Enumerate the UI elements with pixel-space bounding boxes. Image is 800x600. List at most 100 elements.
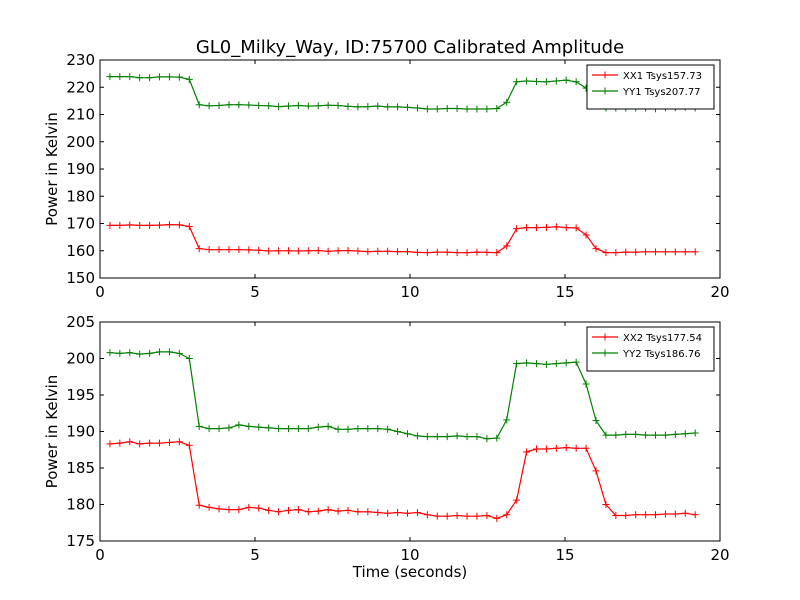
data-point <box>652 248 660 256</box>
data-point <box>314 102 322 110</box>
data-point <box>185 355 193 362</box>
data-point <box>463 512 471 520</box>
data-point <box>225 246 233 254</box>
data-point <box>235 101 243 109</box>
x-tick-label: 15 <box>555 283 574 301</box>
data-point <box>235 246 243 254</box>
data-point <box>394 509 402 517</box>
data-point <box>215 425 223 433</box>
data-point <box>384 509 392 517</box>
x-tick-label: 15 <box>555 546 574 564</box>
data-point <box>116 349 124 357</box>
legend-marker <box>601 349 609 357</box>
data-point <box>106 440 114 448</box>
data-point <box>582 444 590 452</box>
data-point <box>493 434 501 442</box>
data-point <box>691 429 699 437</box>
data-point <box>205 102 213 110</box>
data-point <box>483 511 491 519</box>
data-point <box>146 221 154 229</box>
data-point <box>146 439 154 447</box>
data-point <box>205 503 213 511</box>
data-point <box>453 511 461 519</box>
x-tick-label: 5 <box>250 546 260 564</box>
x-tick-label: 0 <box>95 546 105 564</box>
data-point <box>562 359 570 367</box>
y-axis-label: Power in Kelvin <box>43 375 61 489</box>
data-point <box>453 105 461 113</box>
y-axis-label: Power in Kelvin <box>43 112 61 226</box>
data-point <box>334 425 342 433</box>
data-point <box>443 248 451 256</box>
data-point <box>473 512 481 520</box>
data-point <box>195 501 203 509</box>
data-point <box>602 501 610 508</box>
data-point <box>334 507 342 515</box>
data-point <box>106 349 114 357</box>
y-tick-label: 190 <box>66 160 95 178</box>
data-point <box>423 105 431 113</box>
data-point <box>205 425 213 433</box>
data-point <box>493 249 501 257</box>
x-tick-label: 10 <box>400 283 419 301</box>
data-point <box>354 103 362 111</box>
data-point <box>334 247 342 255</box>
panels: 0 5 10 15 20150160170180190200210220230Power… <box>43 51 730 564</box>
data-point <box>165 221 173 229</box>
data-point <box>374 102 382 110</box>
data-point <box>304 247 312 255</box>
data-point <box>215 102 223 110</box>
data-point <box>532 78 540 86</box>
data-point <box>245 101 253 109</box>
data-point <box>661 510 669 518</box>
data-point <box>592 467 600 475</box>
data-point <box>126 73 134 81</box>
data-point <box>513 225 521 233</box>
data-point <box>265 247 273 255</box>
legend: XX2 Tsys177.54 YY2 Tsys186.76 <box>586 326 715 372</box>
y-tick-label: 175 <box>66 532 95 550</box>
legend-entry: YY2 Tsys186.76 <box>622 349 701 360</box>
plot-frame <box>99 59 721 279</box>
data-point <box>453 432 461 440</box>
data-point <box>423 249 431 257</box>
legend-entry: XX1 Tsys157.73 <box>623 71 702 82</box>
data-point <box>364 508 372 516</box>
data-point <box>344 425 352 433</box>
data-point <box>106 73 114 81</box>
data-point <box>364 248 372 256</box>
data-point <box>275 103 283 111</box>
data-point <box>195 101 203 109</box>
data-point <box>394 428 402 435</box>
data-point <box>612 511 620 519</box>
data-point <box>344 246 352 254</box>
legend-box <box>586 326 715 372</box>
data-point <box>681 509 689 517</box>
data-point <box>275 508 283 516</box>
data-point <box>622 511 630 519</box>
data-point <box>483 105 491 113</box>
data-point <box>136 221 144 229</box>
data-point <box>136 350 144 358</box>
data-point <box>433 433 441 441</box>
data-point <box>265 424 273 432</box>
x-tick-label: 5 <box>250 283 260 301</box>
data-point <box>572 224 580 232</box>
data-point <box>294 506 302 514</box>
data-point <box>691 511 699 519</box>
data-point <box>265 102 273 110</box>
data-point <box>413 432 421 440</box>
data-point <box>681 248 689 256</box>
data-point <box>294 247 302 255</box>
data-point <box>404 103 412 111</box>
data-point <box>225 506 233 514</box>
data-point <box>443 512 451 520</box>
data-point <box>245 246 253 254</box>
data-point <box>384 103 392 111</box>
data-point <box>443 433 451 441</box>
data-point <box>413 509 421 517</box>
chart-title: GL0_Milky_Way, ID:75700 Calibrated Ampli… <box>196 37 624 58</box>
data-point <box>175 221 183 229</box>
data-point <box>136 440 144 448</box>
